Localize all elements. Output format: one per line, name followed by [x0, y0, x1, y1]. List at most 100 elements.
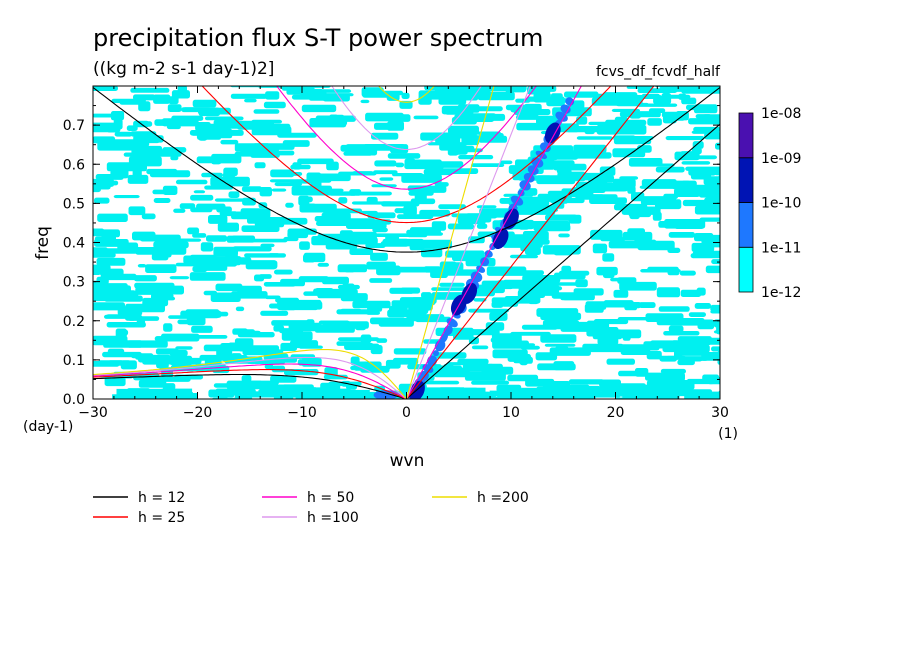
power-blob — [573, 288, 604, 296]
power-blob — [440, 387, 464, 394]
power-blob — [381, 201, 420, 207]
power-blob — [251, 126, 292, 136]
power-blob — [540, 334, 577, 343]
power-blob — [419, 239, 452, 249]
power-blob — [263, 260, 278, 269]
dispersion-curve — [406, 86, 582, 399]
power-blob — [558, 81, 568, 84]
power-blob — [545, 310, 569, 315]
power-blob — [438, 204, 466, 210]
power-blob — [133, 135, 164, 143]
power-blob — [431, 221, 447, 231]
power-blob — [728, 140, 739, 149]
power-blob — [329, 191, 357, 196]
power-blob — [720, 82, 755, 88]
power-blob — [151, 253, 169, 261]
power-blob — [297, 158, 334, 165]
power-blob — [223, 167, 238, 177]
power-blob — [340, 293, 368, 302]
power-blob — [724, 308, 747, 315]
power-blob — [288, 322, 322, 332]
power-blob — [446, 95, 479, 101]
power-blob — [347, 391, 386, 398]
power-blob — [94, 236, 116, 243]
power-blob — [97, 213, 128, 222]
power-blob — [536, 175, 576, 185]
power-blob — [357, 191, 392, 196]
power-blob — [303, 203, 316, 208]
power-blob — [418, 96, 432, 105]
power-blob — [443, 269, 478, 276]
power-blob — [97, 141, 135, 151]
power-blob — [531, 221, 571, 228]
colorbar-label: 1e-10 — [761, 196, 801, 212]
power-blob — [321, 212, 351, 222]
power-peak — [544, 122, 561, 144]
power-blob — [317, 262, 329, 267]
power-blob — [336, 309, 377, 315]
power-blob — [515, 82, 532, 86]
power-blob — [413, 115, 439, 120]
power-blob — [253, 109, 280, 114]
power-blob — [196, 131, 222, 140]
power-blob — [717, 359, 720, 365]
power-blob — [131, 354, 171, 359]
power-blob — [710, 310, 720, 314]
power-blob — [417, 400, 429, 406]
power-blob — [387, 153, 421, 159]
power-blob — [254, 162, 266, 169]
power-blob — [502, 239, 543, 248]
x-tick-label: −30 — [78, 405, 108, 421]
x-tick-label: 0 — [402, 405, 411, 421]
power-blob — [204, 185, 234, 190]
y-tick-label: 0.5 — [63, 196, 85, 212]
y-tick-label: 0.1 — [63, 353, 85, 369]
dispersion-curve — [378, 86, 435, 103]
power-blob — [337, 264, 368, 273]
power-blob — [299, 387, 316, 394]
power-blob — [560, 296, 591, 301]
power-blob — [93, 86, 118, 91]
power-blob — [93, 264, 111, 274]
power-blob — [721, 185, 733, 192]
ridge-blob — [555, 111, 568, 122]
power-blob — [127, 174, 149, 184]
colorbar-swatch — [738, 157, 754, 203]
power-blob — [103, 340, 143, 348]
power-blob — [556, 80, 580, 85]
power-blob — [96, 257, 126, 266]
power-blob — [273, 392, 294, 399]
power-blob — [469, 113, 506, 121]
power-blob — [220, 139, 239, 145]
legend-label: h =100 — [307, 510, 359, 526]
power-blob — [113, 290, 136, 301]
power-blob — [586, 320, 610, 331]
power-blob — [443, 364, 454, 372]
power-blob — [195, 123, 231, 131]
power-blob — [375, 233, 415, 237]
power-blob — [573, 194, 605, 198]
power-blob — [679, 270, 696, 276]
power-blob — [622, 231, 653, 241]
power-blob — [430, 268, 448, 278]
power-blob — [394, 266, 432, 273]
legend-label: h = 25 — [138, 510, 185, 526]
power-blob — [396, 214, 434, 219]
power-blob — [201, 172, 223, 178]
power-blob — [604, 124, 647, 135]
power-blob — [499, 160, 513, 165]
power-blob — [672, 399, 701, 402]
power-blob — [596, 266, 618, 276]
power-blob — [232, 246, 272, 252]
power-blob — [273, 325, 285, 332]
power-blob — [684, 394, 709, 399]
power-blob — [106, 322, 146, 328]
power-blob — [710, 184, 720, 194]
power-blob — [599, 384, 619, 392]
ridge-blob — [560, 104, 571, 114]
power-blob — [717, 347, 720, 357]
power-blob — [120, 360, 137, 370]
power-blob — [107, 348, 125, 357]
power-blob — [163, 246, 187, 255]
dispersion-curves — [93, 86, 720, 399]
